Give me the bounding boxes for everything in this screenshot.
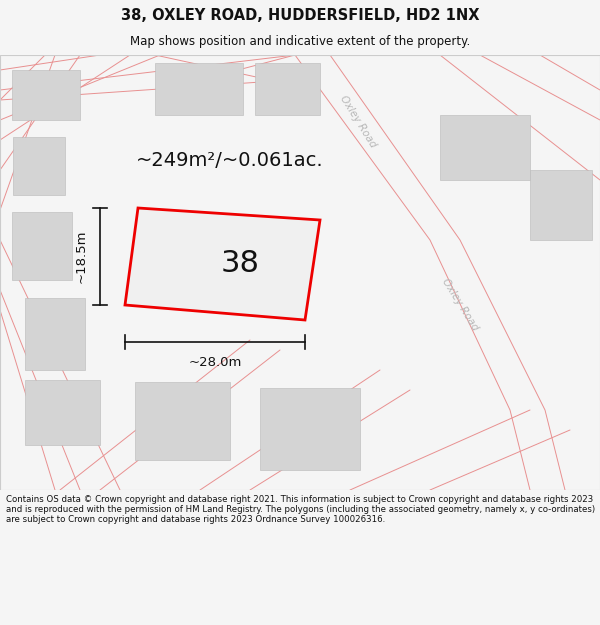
Text: Oxley Road: Oxley Road [440,277,480,333]
Bar [440,115,530,180]
Bar [13,137,65,195]
Bar [260,388,360,470]
Bar [255,63,320,115]
Text: Map shows position and indicative extent of the property.: Map shows position and indicative extent… [130,35,470,48]
Text: 38: 38 [221,249,260,278]
Text: ~28.0m: ~28.0m [188,356,242,369]
Bar [135,382,230,460]
Bar [530,170,592,240]
Bar [12,70,80,120]
Text: Contains OS data © Crown copyright and database right 2021. This information is : Contains OS data © Crown copyright and d… [6,494,595,524]
Bar [155,63,243,115]
Text: 38, OXLEY ROAD, HUDDERSFIELD, HD2 1NX: 38, OXLEY ROAD, HUDDERSFIELD, HD2 1NX [121,8,479,23]
Text: ~249m²/~0.061ac.: ~249m²/~0.061ac. [136,151,324,169]
Bar [25,298,85,370]
Text: Oxley Road: Oxley Road [338,94,378,150]
Text: ~18.5m: ~18.5m [75,230,88,283]
Polygon shape [125,208,320,320]
Bar [25,380,100,445]
Bar [12,212,72,280]
